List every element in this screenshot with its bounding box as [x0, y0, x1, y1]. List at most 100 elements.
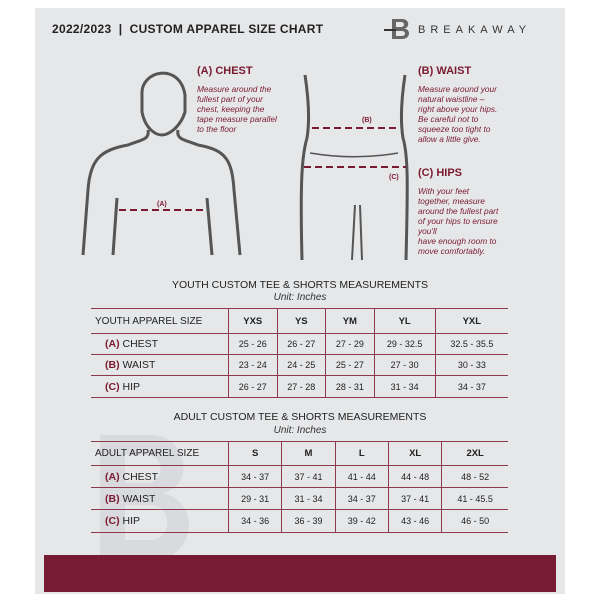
table-cell: 34 - 37 — [334, 487, 389, 510]
torso-figure — [81, 71, 242, 256]
graphic-part: WAIST — [122, 359, 156, 371]
table-cell: 43 - 46 — [387, 509, 442, 533]
table-row: (A) CHEST 34 - 37 37 - 41 41 - 44 44 - 48 48 … — [91, 465, 508, 488]
table-cell: 26 - 27 — [276, 333, 326, 355]
text-line: squeeze too tight to — [418, 124, 491, 134]
text-line: natural waistline – — [418, 94, 485, 104]
table-cell: 25 - 27 — [325, 354, 375, 376]
graphic-part — [111, 197, 119, 256]
graphic-part: WAIST — [122, 492, 156, 505]
text-line: tape measure parallel — [197, 114, 277, 124]
table-cell: 46 - 50 — [441, 509, 508, 533]
table-cell: 24 - 25 — [276, 354, 326, 376]
table-cell: YL — [373, 308, 436, 334]
chest-description: Measure around the fullest part of your ch… — [197, 84, 277, 134]
waist-heading: (B) WAIST — [418, 65, 472, 77]
text-line: chest, keeping the — [197, 104, 265, 114]
table-cell: 34 - 37 — [227, 465, 282, 488]
breakaway-logo — [384, 19, 410, 39]
text-line: to the floor — [197, 124, 237, 134]
table-cell: 31 - 34 — [281, 487, 336, 510]
text-line: move comfortably. — [418, 246, 486, 256]
table-cell: 39 - 42 — [334, 509, 389, 533]
table-row: (C) HIP 26 - 27 27 - 28 28 - 31 31 - 34 34 - … — [91, 375, 508, 398]
graphic-part: CHEST — [122, 338, 159, 350]
text-line: of your hips to ensure — [418, 216, 498, 226]
table-row: (B) WAIST 29 - 31 31 - 34 34 - 37 37 - 41 41 … — [91, 487, 508, 510]
table-row: (A) CHEST 25 - 26 26 - 27 27 - 29 29 - 32.5 3… — [91, 333, 508, 355]
table-row: (B) WAIST 23 - 24 24 - 25 25 - 27 27 - 30 30 … — [91, 354, 508, 376]
table-cell: 27 - 29 — [325, 333, 375, 355]
brand-name: BREAKAWAY — [418, 24, 532, 36]
graphic-part: HIP — [122, 515, 141, 527]
waist-marker: (B) — [362, 117, 372, 124]
graphic-part: CHEST — [122, 470, 159, 483]
table-cell: 37 - 41 — [387, 487, 442, 510]
page-title: 2022/2023 | CUSTOM APPAREL SIZE CHART — [52, 22, 324, 36]
adult-unit: Unit: Inches — [273, 425, 327, 436]
table-cell: YM — [325, 308, 375, 334]
table-cell: 41 - 45.5 — [441, 487, 508, 510]
table-cell: 32.5 - 35.5 — [434, 333, 508, 355]
graphic-part: (A) — [105, 470, 120, 483]
graphic-part — [81, 129, 150, 256]
graphic-part: (A) — [105, 338, 120, 350]
youth-section-title: YOUTH CUSTOM TEE & SHORTS MEASUREMENTS — [171, 279, 429, 291]
table-cell: 34 - 37 — [434, 375, 508, 398]
youth-unit: Unit: Inches — [273, 292, 327, 303]
text-line: you'll — [418, 226, 437, 236]
text-line: With your feet — [418, 186, 470, 196]
table-cell: XL — [387, 441, 442, 466]
table-cell: 28 - 31 — [325, 375, 375, 398]
graphic-part — [205, 197, 214, 256]
text-line: around the fullest part — [418, 206, 499, 216]
table-cell: YXL — [434, 308, 508, 334]
text-line: together, measure — [418, 196, 485, 206]
table-cell: 31 - 34 — [373, 375, 436, 398]
table-cell: 36 - 39 — [281, 509, 336, 533]
table-cell: 29 - 32.5 — [373, 333, 436, 355]
hips-figure — [299, 74, 409, 261]
table-cell: YOUTH APPAREL SIZE — [91, 308, 229, 334]
table-cell: L — [334, 441, 389, 466]
table-cell: 41 - 44 — [334, 465, 389, 488]
table-cell: 34 - 36 — [227, 509, 282, 533]
hips-heading: (C) HIPS — [418, 167, 462, 179]
adult-size-table: ADULT APPAREL SIZE S M L XL 2XL (A) CHEST 34 -… — [91, 441, 508, 533]
text-line: Measure around the — [197, 84, 272, 94]
table-row: (C) HIP 34 - 36 36 - 39 39 - 42 43 - 46 46 - … — [91, 509, 508, 533]
table-cell: S — [227, 441, 282, 466]
body-illustrations: (A) (B) (C) — [81, 71, 409, 261]
youth-size-table: YOUTH APPAREL SIZE YXS YS YM YL YXL (A) CHEST… — [91, 308, 508, 398]
table-cell: YXS — [228, 308, 278, 334]
chest-marker: (A) — [157, 201, 167, 208]
chest-heading: (A) CHEST — [197, 65, 253, 77]
graphic-part — [400, 74, 409, 261]
graphic-part — [140, 71, 187, 137]
table-cell: 30 - 33 — [434, 354, 508, 376]
table-cell: 26 - 27 — [228, 375, 278, 398]
footer-band — [44, 555, 556, 592]
table-cell: 27 - 28 — [276, 375, 326, 398]
table-cell: 23 - 24 — [228, 354, 278, 376]
table-cell: (A) CHEST — [91, 333, 229, 355]
text-line: Be careful not to — [418, 114, 479, 124]
text-line: allow a little give. — [418, 134, 481, 144]
text-line: have enough room to — [418, 236, 497, 246]
table-cell: 37 - 41 — [281, 465, 336, 488]
waist-description: Measure around your natural waistline – ri… — [418, 84, 497, 144]
graphic-part: (B) — [105, 359, 120, 371]
graphic-part — [176, 129, 242, 256]
table-cell: 29 - 31 — [227, 487, 282, 510]
graphic-part — [309, 152, 399, 158]
graphic-part: (C) — [105, 380, 120, 393]
graphic-part: (B) — [105, 492, 120, 505]
text-line: fullest part of your — [197, 94, 263, 104]
adult-section-title: ADULT CUSTOM TEE & SHORTS MEASUREMENTS — [173, 411, 427, 423]
graphic-part: (C) — [105, 515, 120, 527]
graphic-part — [299, 74, 310, 261]
hips-marker: (C) — [389, 174, 399, 181]
table-cell: (A) CHEST — [91, 465, 229, 488]
table-cell: M — [281, 441, 336, 466]
text-line: right above your hips. — [418, 104, 498, 114]
